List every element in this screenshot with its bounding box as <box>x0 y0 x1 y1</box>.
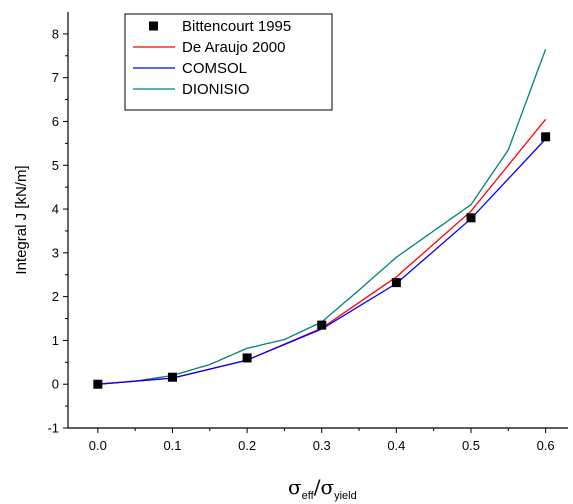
x-tick-label: 0.3 <box>313 438 331 453</box>
x-tick-label: 0.4 <box>387 438 405 453</box>
y-tick-label: 7 <box>52 70 59 85</box>
y-tick-label: 1 <box>52 333 59 348</box>
x-axis-title-numerator-sub: eff <box>302 490 315 502</box>
svg-text:σeff/σyield: σeff/σyield <box>288 475 357 502</box>
axes-layer: -1 0 1 2 3 4 5 6 7 8 0.0 0.1 0.2 0.3 0.4 0.5 0.6 <box>47 12 568 453</box>
bittencourt-marker <box>466 213 476 223</box>
series-layer <box>93 48 551 389</box>
y-tick-label: 3 <box>52 245 59 260</box>
y-axis-title: Integral J [kN/m] <box>13 165 30 274</box>
y-tick-label: 4 <box>52 202 59 217</box>
x-tick-label: 0.0 <box>89 438 107 453</box>
legend-label: DIONISIO <box>182 81 250 98</box>
legend-marker <box>149 21 158 31</box>
x-axis-title-symbol-2: σ <box>320 475 334 499</box>
x-tick-label: 0.5 <box>462 438 480 453</box>
bittencourt-marker <box>242 353 252 363</box>
legend-label: COMSOL <box>182 60 247 77</box>
series-line-de-araujo-2000 <box>97 118 547 385</box>
x-axis-title-denominator-sub: yield <box>334 490 357 502</box>
x-axis-title-slash: / <box>314 475 321 499</box>
legend-label: De Araujo 2000 <box>182 39 285 56</box>
legend: Bittencourt 1995 De Araujo 2000 COMSOL DION… <box>124 13 333 111</box>
x-axis-title-symbol: σ <box>288 475 302 499</box>
x-tick-label: 0.6 <box>537 438 555 453</box>
bittencourt-marker <box>317 320 327 330</box>
x-axis-title: σeff/σyield <box>288 475 357 502</box>
y-tick-label: 2 <box>52 289 59 304</box>
y-tick-label: 5 <box>52 158 59 173</box>
legend-box <box>124 13 333 111</box>
y-tick-label: 0 <box>52 377 59 392</box>
series-line-comsol <box>97 138 547 385</box>
bittencourt-marker <box>167 372 177 382</box>
y-tick-label: 8 <box>52 26 59 41</box>
legend-label: Bittencourt 1995 <box>182 18 291 35</box>
x-tick-label: 0.1 <box>163 438 181 453</box>
y-tick-label: 6 <box>52 114 59 129</box>
bittencourt-marker <box>541 132 551 142</box>
bittencourt-marker <box>391 278 401 288</box>
bittencourt-marker <box>93 379 103 389</box>
x-tick-label: 0.2 <box>238 438 256 453</box>
y-tick-label: -1 <box>47 421 59 436</box>
